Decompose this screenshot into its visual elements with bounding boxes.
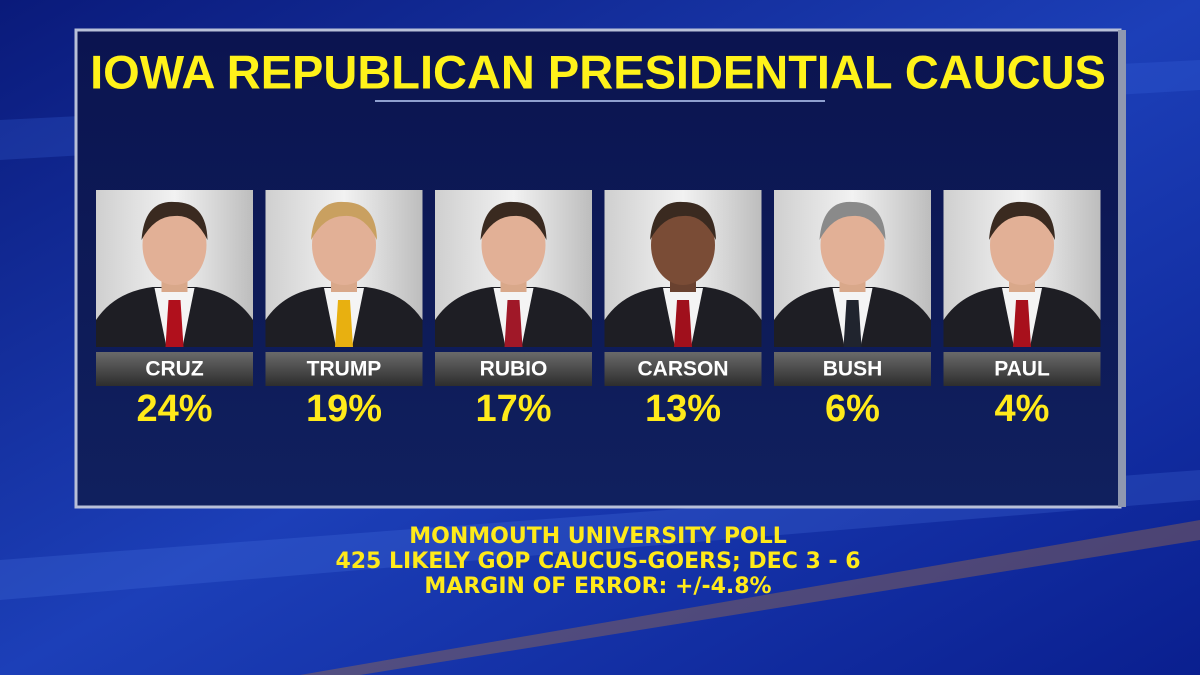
candidate-name: TRUMP	[307, 358, 382, 381]
tie	[843, 300, 862, 347]
candidate-percent: 4%	[995, 388, 1050, 430]
candidate-name: CARSON	[637, 358, 728, 381]
head	[651, 205, 715, 285]
hair	[819, 201, 886, 240]
candidate-card: TRUMP 19%	[265, 190, 423, 430]
name-bar	[265, 352, 423, 386]
tie	[165, 300, 184, 347]
name-bar	[943, 352, 1101, 386]
tie	[674, 300, 692, 347]
candidate-name: RUBIO	[480, 358, 548, 381]
candidate-percent: 24%	[136, 388, 212, 430]
tie	[504, 300, 523, 347]
candidate-name: PAUL	[994, 358, 1050, 381]
candidate-card: CARSON 13%	[604, 190, 762, 430]
head	[312, 205, 376, 285]
candidate-card: PAUL 4%	[943, 190, 1101, 430]
candidate-percent: 17%	[475, 388, 551, 430]
hair	[141, 201, 208, 240]
name-bar	[435, 352, 592, 386]
tie	[335, 300, 353, 347]
hair	[480, 201, 547, 240]
candidates: CRUZ 24% TRUMP 19% RUBIO 17% CARSON 13% BUSH 6% PA…	[96, 190, 1101, 430]
name-bar	[774, 352, 931, 386]
footer-line: 425 LIKELY GOP CAUCUS-GOERS; DEC 3 - 6	[335, 549, 860, 574]
streak	[300, 520, 1200, 675]
head	[481, 205, 546, 285]
head	[142, 205, 207, 285]
candidate-name: BUSH	[823, 358, 883, 381]
candidate-card: BUSH 6%	[774, 190, 931, 430]
tie	[1013, 300, 1031, 347]
head	[820, 205, 885, 285]
candidate-percent: 19%	[306, 388, 382, 430]
candidate-card: CRUZ 24%	[96, 190, 253, 430]
title: IOWA REPUBLICAN PRESIDENTIAL CAUCUS	[90, 45, 1106, 98]
panel-edge	[1118, 30, 1126, 507]
candidate-card: RUBIO 17%	[435, 190, 592, 430]
footer-line: MARGIN OF ERROR: +/-4.8%	[424, 574, 771, 599]
name-bar	[96, 352, 253, 386]
candidate-percent: 6%	[825, 388, 880, 430]
candidate-name: CRUZ	[145, 358, 203, 381]
footer-line: MONMOUTH UNIVERSITY POLL	[409, 524, 787, 549]
hair	[650, 201, 716, 240]
candidate-percent: 13%	[645, 388, 721, 430]
hair	[311, 201, 377, 240]
name-bar	[604, 352, 762, 386]
hair	[989, 201, 1055, 240]
head	[990, 205, 1054, 285]
